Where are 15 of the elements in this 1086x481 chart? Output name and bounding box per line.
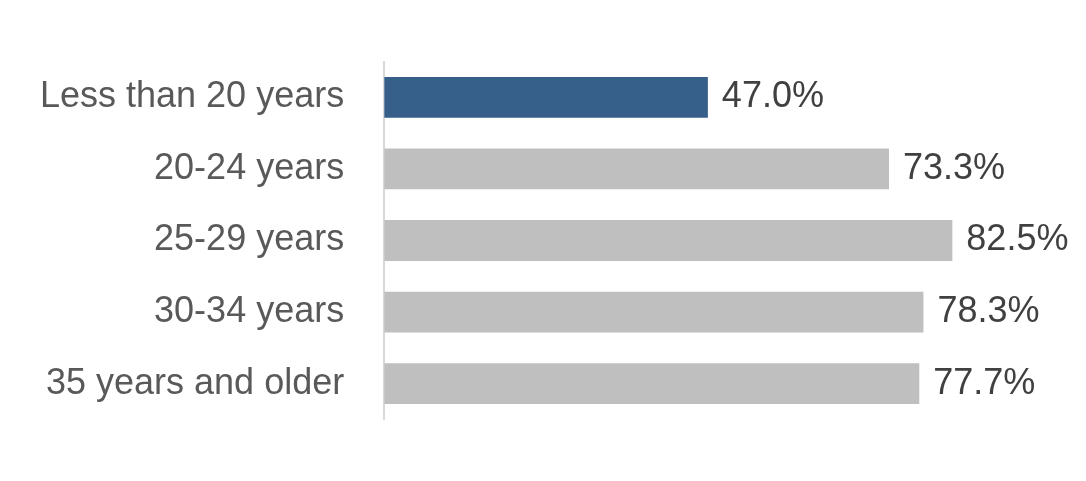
y-tick-label: 35 years and older <box>45 360 345 402</box>
data-label: 78.3% <box>937 288 1040 330</box>
bar <box>384 363 920 405</box>
bar <box>384 148 889 190</box>
y-tick-label: 30-34 years <box>154 288 345 330</box>
data-label: 73.3% <box>902 145 1006 187</box>
data-label: 82.5% <box>966 217 1069 259</box>
bar <box>384 220 953 261</box>
bar <box>384 76 708 118</box>
data-label: 47.0% <box>721 74 824 116</box>
y-tick-label: Less than 20 years <box>39 74 345 116</box>
y-tick-label: 25-29 years <box>154 217 345 259</box>
y-tick-label: 20-24 years <box>154 145 345 187</box>
bar <box>384 291 924 333</box>
data-label: 77.7% <box>933 360 1036 402</box>
